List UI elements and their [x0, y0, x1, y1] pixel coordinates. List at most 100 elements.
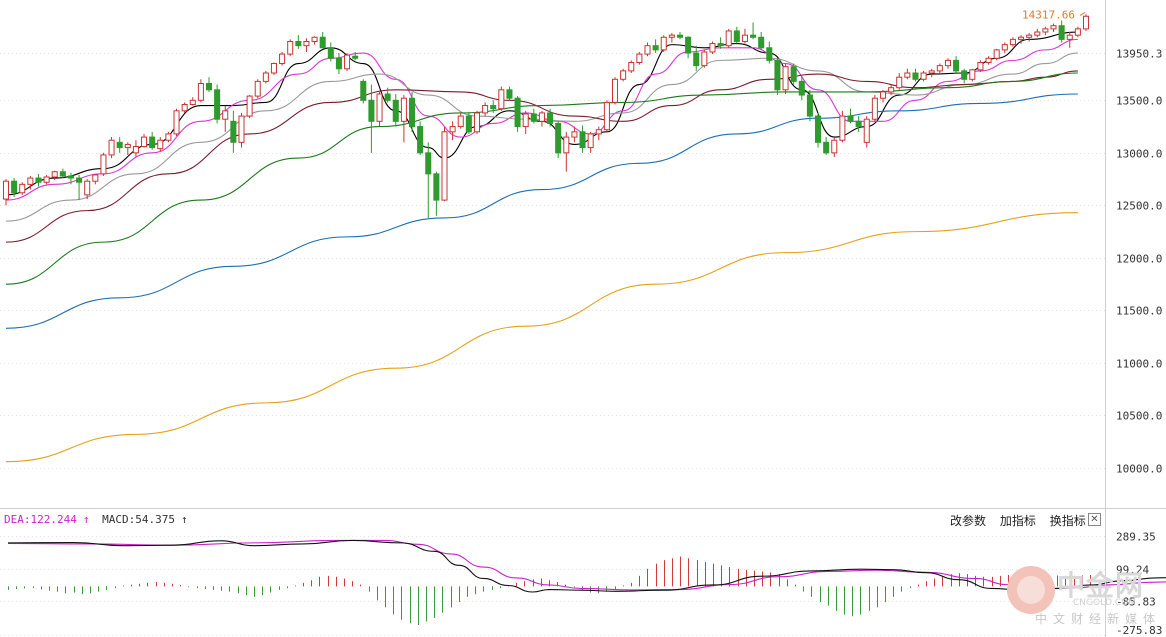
- candle: [230, 110, 237, 153]
- candle: [376, 91, 383, 127]
- candle-body: [993, 49, 1000, 59]
- candle: [912, 68, 919, 82]
- candle-body: [43, 176, 50, 183]
- candle: [741, 28, 748, 44]
- candle: [758, 32, 765, 50]
- candlestick-series: [2, 14, 1090, 218]
- candle: [766, 41, 773, 64]
- candle-body: [806, 94, 813, 117]
- candle: [782, 63, 789, 95]
- candle: [490, 100, 497, 113]
- candle: [262, 70, 269, 84]
- candle-body: [287, 40, 294, 55]
- candle-body: [59, 171, 66, 177]
- candle: [888, 84, 895, 96]
- candle-body: [173, 110, 180, 135]
- candle: [205, 77, 213, 92]
- candle-body: [928, 70, 935, 74]
- macd-tick-label: -85.83: [1116, 596, 1156, 609]
- candle: [660, 35, 667, 52]
- candle-body: [1001, 44, 1008, 51]
- candle: [368, 84, 375, 153]
- candle: [92, 173, 99, 185]
- candle: [904, 68, 911, 80]
- moving-average-line: [5, 52, 1078, 222]
- candle-body: [165, 133, 172, 141]
- candle: [579, 125, 586, 153]
- candle: [465, 111, 472, 134]
- candle-body: [725, 30, 732, 47]
- candle: [774, 58, 781, 96]
- candle: [35, 173, 42, 187]
- candle: [823, 137, 830, 155]
- candle-body: [295, 40, 302, 47]
- candle: [1042, 26, 1049, 36]
- moving-average-line: [5, 93, 1078, 329]
- candle-body: [660, 36, 667, 51]
- price-tick-label: 11000.0: [1116, 358, 1162, 371]
- add-indicator-button[interactable]: 加指标: [999, 514, 1036, 528]
- max-price-annotation: 14317.66: [1022, 8, 1086, 21]
- candle: [498, 86, 505, 111]
- watermark: 中金网 CNGOLD.COM 中文财经新媒体: [1005, 560, 1165, 632]
- candle-body: [953, 59, 960, 72]
- candle-body: [693, 52, 700, 67]
- candle: [327, 42, 334, 62]
- candle: [441, 126, 448, 202]
- candle-body: [100, 154, 107, 175]
- candle: [920, 70, 927, 82]
- candle: [993, 48, 1000, 61]
- candle: [847, 108, 854, 124]
- switch-indicator-button[interactable]: 换指标: [1049, 514, 1086, 528]
- candle: [344, 53, 351, 71]
- candle-body: [636, 53, 643, 63]
- candle-body: [157, 139, 164, 150]
- candle-body: [1066, 34, 1073, 40]
- max-price-label: 14317.66: [1022, 8, 1075, 21]
- candle-body: [612, 78, 619, 103]
- candle: [100, 152, 107, 176]
- candle-body: [67, 175, 74, 179]
- candle: [457, 112, 464, 129]
- candle-body: [132, 146, 139, 154]
- max-price-pointer: [1079, 11, 1086, 16]
- candle-body: [1042, 28, 1049, 33]
- candle-body: [197, 82, 204, 101]
- close-indicator-button[interactable]: ✕: [1088, 513, 1101, 526]
- candle-body: [335, 57, 342, 70]
- candle: [124, 142, 131, 155]
- candle: [27, 175, 34, 190]
- macd-legend: DEA:122.244 ↑ MACD:54.375 ↑: [4, 513, 194, 526]
- candle: [871, 95, 878, 122]
- candle-body: [522, 113, 529, 128]
- candle: [831, 137, 838, 158]
- candle: [400, 95, 407, 143]
- candle: [571, 126, 578, 143]
- candle: [1001, 42, 1008, 54]
- candle: [538, 110, 545, 127]
- change-params-button[interactable]: 改参数: [950, 514, 987, 528]
- candle-body: [319, 36, 326, 49]
- candle-body: [790, 66, 797, 82]
- candle: [522, 110, 529, 134]
- candle-body: [831, 139, 838, 154]
- candle-body: [392, 99, 399, 122]
- candle-body: [254, 80, 261, 97]
- candle-body: [595, 129, 602, 135]
- candle-body: [189, 99, 196, 106]
- candle: [750, 22, 757, 40]
- candle: [246, 95, 253, 119]
- candle: [197, 79, 204, 103]
- candle: [108, 137, 115, 159]
- candle-body: [19, 183, 26, 194]
- candle: [59, 168, 66, 179]
- candle: [1066, 32, 1073, 48]
- candle: [839, 110, 846, 143]
- candle-body: [717, 43, 724, 47]
- candle-body: [498, 89, 505, 110]
- candle: [392, 94, 399, 127]
- candle-body: [27, 177, 34, 185]
- candle-body: [205, 82, 213, 91]
- candle-body: [465, 115, 472, 133]
- candle: [733, 26, 740, 44]
